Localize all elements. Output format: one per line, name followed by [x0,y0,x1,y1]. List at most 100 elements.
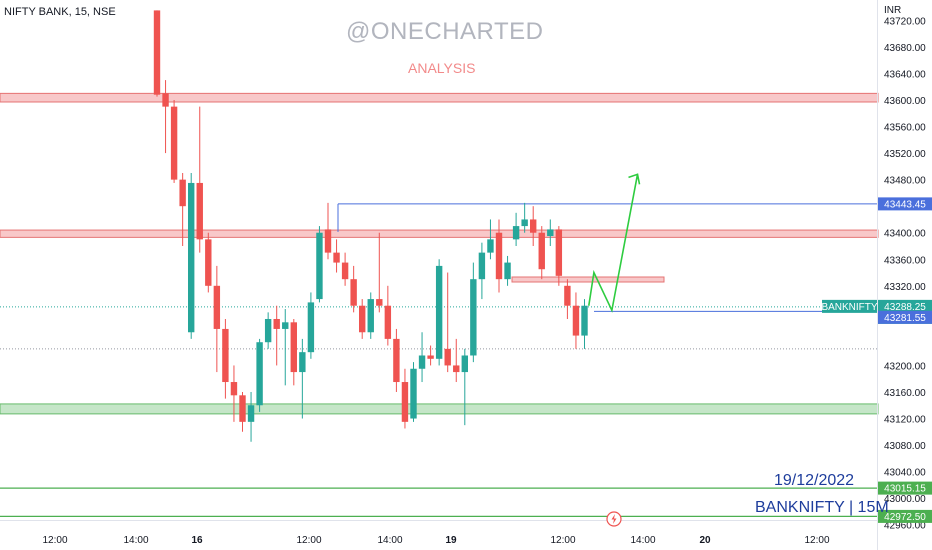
candle-body [170,106,178,180]
candle[interactable] [299,338,306,419]
flash-icon[interactable] [606,511,622,527]
y-tick-label: 43080.00 [884,441,926,452]
candle[interactable] [530,206,537,246]
candle-body [401,382,409,422]
candle-body [487,239,494,253]
support-zone[interactable] [0,403,879,415]
candle[interactable] [410,362,417,422]
candle-body [581,305,588,336]
candle[interactable] [213,265,221,373]
candle[interactable] [418,332,426,383]
candle[interactable] [461,348,468,426]
candle[interactable] [196,106,203,253]
candle-body [196,182,203,240]
candle[interactable] [384,285,392,346]
candle-body [188,182,195,333]
candle[interactable] [401,368,409,429]
candle[interactable] [512,212,520,246]
candle[interactable] [282,309,289,386]
y-tick-label: 43320.00 [884,282,926,293]
candle-body [247,405,255,422]
candle-body [333,252,340,263]
candle[interactable] [162,80,169,154]
candle[interactable] [470,262,477,363]
candle[interactable] [367,292,374,339]
candle[interactable] [205,232,212,293]
candle-body [341,262,349,280]
candle[interactable] [453,338,460,383]
candle[interactable] [495,219,503,293]
support-1-price-tag-bg [878,481,932,495]
candle-body [521,219,528,227]
candle[interactable] [230,365,238,422]
candle[interactable] [444,272,451,373]
projection-path[interactable] [587,174,639,313]
candle[interactable] [538,226,545,280]
resistance-zone-mid[interactable] [0,229,879,238]
candle[interactable] [572,292,580,349]
x-tick-label: 19 [445,535,457,546]
resistance-price-tag[interactable]: 43443.45 [878,197,932,211]
candle[interactable] [239,391,246,432]
candle[interactable] [247,391,255,442]
candle[interactable] [324,202,332,260]
candle[interactable] [521,202,528,233]
symbol-title[interactable]: NIFTY BANK, 15, NSE [4,6,116,18]
current-level-price-tag[interactable]: 43281.55 [878,310,932,324]
candle[interactable] [316,226,323,303]
candle[interactable] [170,100,178,183]
support-1-price-tag-text: 43015.15 [884,484,926,495]
candle-body [555,229,563,276]
symbol-price-tag[interactable]: BANKNIFTY [821,299,878,313]
candle[interactable] [307,292,315,359]
candle[interactable] [333,239,340,273]
candle-body [444,348,451,366]
support-2-price-tag[interactable]: 42972.50 [878,509,932,523]
resistance-price-tag-bg [878,197,932,211]
y-tick-label: 43640.00 [884,69,926,80]
candle[interactable] [153,10,161,97]
candle[interactable] [435,259,443,366]
candle-body [470,279,477,356]
y-tick-label: 43520.00 [884,149,926,160]
candle-body [290,322,297,373]
candle[interactable] [547,219,554,246]
candle[interactable] [350,265,357,313]
candle[interactable] [179,172,186,246]
resistance-price-tag-text: 43443.45 [884,199,926,210]
candle-body [256,342,263,406]
candle[interactable] [564,279,571,319]
candle[interactable] [478,242,486,300]
x-tick-label: 20 [699,535,711,546]
candle[interactable] [359,299,366,339]
symbol-tag-text: BANKNIFTY [821,302,877,313]
minor-resistance-box[interactable] [511,276,665,283]
candle[interactable] [487,219,494,260]
candle-body [538,232,545,270]
candle[interactable] [427,345,434,366]
candle[interactable] [222,318,229,399]
current-level-price-tag-bg [878,310,932,324]
candle-body [453,365,460,373]
candle[interactable] [188,172,195,339]
candle[interactable] [376,232,383,313]
x-tick-label: 14:00 [377,535,402,546]
candle-body [359,305,366,333]
candle[interactable] [341,252,349,286]
candle[interactable] [290,318,297,386]
candle[interactable] [504,255,511,286]
candle-body [572,305,580,336]
resistance-zone-upper[interactable] [0,92,879,103]
candle-body [299,352,306,373]
candle[interactable] [264,312,272,349]
candle[interactable] [581,299,588,349]
candle[interactable] [555,226,563,286]
candle[interactable] [273,305,280,366]
candle[interactable] [256,338,263,412]
support-1-price-tag[interactable]: 43015.15 [878,481,932,495]
watermark-brand: @ONECHARTED [346,18,544,45]
candle-body [530,219,537,233]
candle[interactable] [393,328,400,392]
candle-body [230,382,238,396]
